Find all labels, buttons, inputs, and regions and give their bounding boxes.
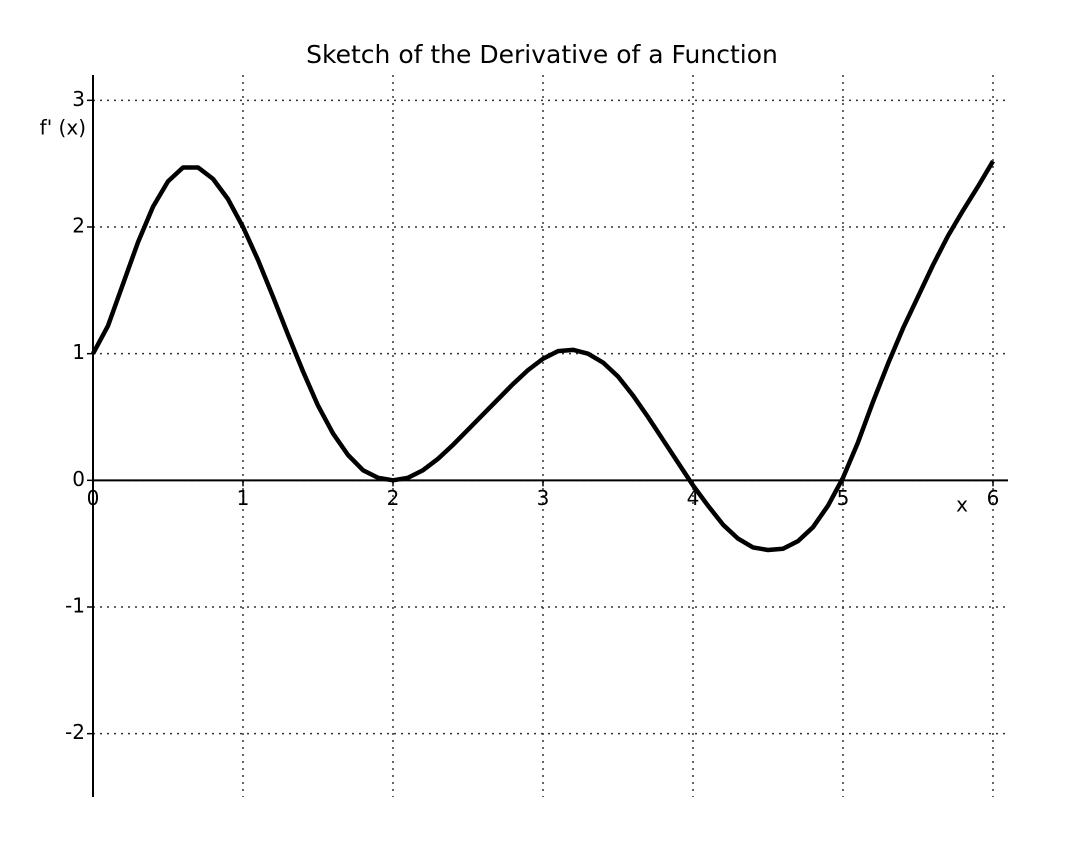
y-tick-label: -2	[65, 720, 85, 744]
y-tick-label: 1	[72, 340, 85, 364]
x-axis-label: x	[956, 493, 968, 517]
y-tick-label: 0	[72, 467, 85, 491]
data-line	[91, 159, 995, 553]
x-tick-label: 3	[537, 486, 550, 510]
y-tick-label: 2	[72, 214, 85, 238]
x-tick-label: 1	[237, 486, 250, 510]
y-tick-label: 3	[72, 87, 85, 111]
y-axis-label: f' (x)	[40, 116, 86, 140]
y-tick-label: -1	[65, 594, 85, 618]
chart-title: Sketch of the Derivative of a Function	[306, 40, 778, 69]
x-tick-label: 5	[837, 486, 850, 510]
x-tick-label: 2	[387, 486, 400, 510]
x-tick-label: 6	[987, 486, 1000, 510]
